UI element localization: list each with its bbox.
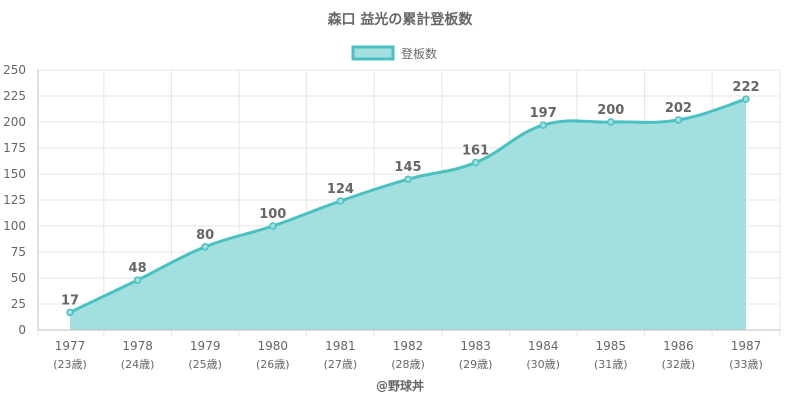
y-tick-label-9: 225 bbox=[3, 89, 26, 103]
x-axis-ticks: 1977 (23歳) 1978 (24歳) 1979 (25歳) 1980 (26歳) 1981… bbox=[53, 339, 763, 371]
data-point-6[interactable] bbox=[471, 158, 480, 167]
legend-swatch bbox=[351, 45, 395, 61]
x-tick-label-4: 1981 bbox=[325, 339, 356, 353]
area-fill bbox=[70, 99, 746, 331]
x-tick-label-5: 1982 bbox=[393, 339, 424, 353]
data-point-1[interactable] bbox=[133, 276, 142, 284]
x-tick-age-7: (30歳) bbox=[526, 358, 560, 371]
x-tick-label-6: 1983 bbox=[460, 339, 491, 353]
y-tick-label-1: 25 bbox=[11, 297, 26, 311]
data-point-10[interactable] bbox=[742, 95, 750, 103]
data-point-8[interactable] bbox=[607, 118, 615, 126]
x-tick-age-5: (28歳) bbox=[391, 358, 425, 371]
x-tick-age-6: (29歳) bbox=[459, 358, 493, 371]
x-tick-label-1: 1978 bbox=[122, 339, 153, 353]
data-label-0: 17 bbox=[61, 293, 79, 308]
y-tick-label-8: 200 bbox=[3, 115, 26, 129]
x-tick-age-1: (24歳) bbox=[121, 358, 155, 371]
data-point-7[interactable] bbox=[539, 121, 547, 129]
y-tick-label-2: 50 bbox=[11, 271, 26, 285]
axes bbox=[37, 70, 780, 331]
x-tick-age-8: (31歳) bbox=[594, 358, 628, 371]
x-tick-age-9: (32歳) bbox=[662, 358, 696, 371]
x-tick-age-10: (33歳) bbox=[729, 358, 763, 371]
x-tick-label-3: 1980 bbox=[258, 339, 289, 353]
data-point-5[interactable] bbox=[404, 175, 412, 183]
data-point-4[interactable] bbox=[336, 197, 345, 205]
x-tick-age-2: (25歳) bbox=[188, 358, 222, 371]
data-label-2: 80 bbox=[196, 228, 214, 243]
legend-label: 登板数 bbox=[401, 46, 437, 61]
data-label-8: 200 bbox=[597, 103, 624, 118]
y-tick-label-7: 175 bbox=[3, 141, 26, 155]
data-label-3: 100 bbox=[259, 207, 286, 222]
y-axis-ticks: 0 25 50 75 100 125 150 175 200 225 250 bbox=[3, 63, 26, 337]
legend[interactable]: 登板数 bbox=[351, 45, 437, 61]
x-tick-label-7: 1984 bbox=[528, 339, 559, 353]
data-points bbox=[66, 95, 750, 317]
data-point-3[interactable] bbox=[269, 222, 277, 230]
data-label-1: 48 bbox=[129, 261, 147, 276]
data-labels: 17 48 80 100 124 145 161 197 200 202 222 bbox=[61, 80, 760, 308]
y-tick-label-3: 75 bbox=[11, 245, 26, 259]
data-point-9[interactable] bbox=[674, 116, 683, 124]
x-tick-label-2: 1979 bbox=[190, 339, 221, 353]
data-point-0[interactable] bbox=[66, 308, 74, 317]
y-tick-label-10: 250 bbox=[3, 63, 26, 77]
x-tick-age-4: (27歳) bbox=[324, 358, 358, 371]
y-tick-label-6: 150 bbox=[3, 167, 26, 181]
data-label-6: 161 bbox=[462, 144, 489, 159]
credit-text: @野球丼 bbox=[376, 378, 424, 393]
data-label-4: 124 bbox=[327, 182, 354, 197]
data-point-2[interactable] bbox=[201, 243, 209, 251]
x-tick-label-0: 1977 bbox=[55, 339, 86, 353]
data-label-9: 202 bbox=[665, 101, 692, 116]
y-tick-label-5: 125 bbox=[3, 193, 26, 207]
chart-title: 森口 益光の累計登板数 bbox=[328, 11, 474, 28]
x-tick-age-0: (23歳) bbox=[53, 358, 87, 371]
x-tick-label-9: 1986 bbox=[663, 339, 694, 353]
x-tick-label-10: 1987 bbox=[731, 339, 762, 353]
data-label-5: 145 bbox=[394, 160, 421, 175]
data-label-10: 222 bbox=[732, 80, 759, 95]
y-tick-label-4: 100 bbox=[3, 219, 26, 233]
x-tick-age-3: (26歳) bbox=[256, 358, 290, 371]
x-tick-label-8: 1985 bbox=[596, 339, 627, 353]
data-label-7: 197 bbox=[530, 106, 557, 121]
y-tick-label-0: 0 bbox=[18, 323, 26, 337]
